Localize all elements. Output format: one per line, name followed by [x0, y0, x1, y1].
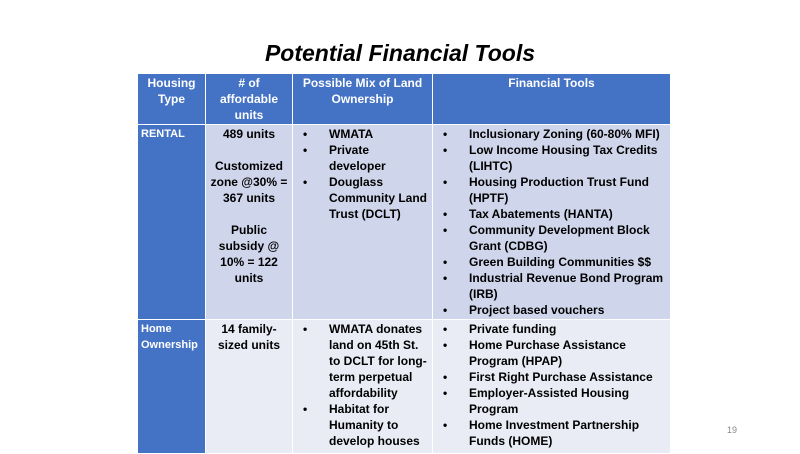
- list-item: Community Development Block Grant (CDBG): [443, 222, 666, 254]
- list-item: Private developer: [303, 142, 428, 174]
- list-item: Inclusionary Zoning (60-80% MFI): [443, 126, 666, 142]
- table-row-home-ownership: Home Ownership 14 family-sized units WMA…: [137, 319, 671, 454]
- table-header-row: Housing Type # of affordable units Possi…: [137, 73, 671, 125]
- list-item: Home Purchase Assistance Program (HPAP): [443, 337, 666, 369]
- header-housing-type: Housing Type: [137, 73, 206, 125]
- list-item: WMATA donates land on 45th St. to DCLT f…: [303, 321, 428, 401]
- list-item: Habitat for Humanity to develop houses: [303, 401, 428, 449]
- housing-type: Home Ownership: [137, 319, 206, 454]
- list-item: Industrial Revenue Bond Program (IRB): [443, 270, 666, 302]
- units-cell: 489 units Customized zone @30% = 367 uni…: [205, 124, 293, 320]
- header-ownership: Possible Mix of Land Ownership: [292, 73, 433, 125]
- header-units: # of affordable units: [205, 73, 293, 125]
- list-item: Green Building Communities $$: [443, 254, 666, 270]
- list-item: Low Income Housing Tax Credits (LIHTC): [443, 142, 666, 174]
- units-text: Customized zone @30% = 367 units: [210, 159, 288, 205]
- list-item: Tax Abatements (HANTA): [443, 206, 666, 222]
- list-item: Home Investment Partnership Funds (HOME): [443, 417, 666, 449]
- list-item: Douglass Community Land Trust (DCLT): [303, 174, 428, 222]
- list-item: Employer-Assisted Housing Program: [443, 385, 666, 417]
- housing-type: RENTAL: [137, 124, 206, 320]
- units-text: 14 family-sized units: [217, 322, 280, 352]
- list-item: Private funding: [443, 321, 666, 337]
- list-item: WMATA: [303, 126, 428, 142]
- header-tools: Financial Tools: [432, 73, 671, 125]
- list-item: Project based vouchers: [443, 302, 666, 318]
- page-number: 19: [727, 425, 738, 435]
- table-row-rental: RENTAL 489 units Customized zone @30% = …: [137, 124, 671, 320]
- list-item: Housing Production Trust Fund (HPTF): [443, 174, 666, 206]
- units-text: 489 units: [222, 127, 276, 141]
- ownership-cell: WMATA Private developer Douglass Communi…: [292, 124, 433, 320]
- financial-tools-table: Housing Type # of affordable units Possi…: [137, 73, 671, 454]
- units-text: Public subsidy @ 10% = 122 units: [218, 223, 280, 285]
- tools-cell: Inclusionary Zoning (60-80% MFI) Low Inc…: [432, 124, 671, 320]
- slide-title: Potential Financial Tools: [264, 40, 536, 66]
- ownership-cell: WMATA donates land on 45th St. to DCLT f…: [292, 319, 433, 454]
- list-item: First Right Purchase Assistance: [443, 369, 666, 385]
- units-cell: 14 family-sized units: [205, 319, 293, 454]
- tools-cell: Private funding Home Purchase Assistance…: [432, 319, 671, 454]
